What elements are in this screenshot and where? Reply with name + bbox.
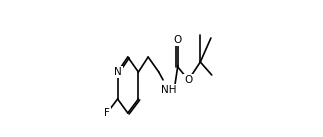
Text: O: O bbox=[184, 75, 193, 85]
Text: N: N bbox=[114, 67, 121, 77]
Text: O: O bbox=[174, 35, 182, 45]
Text: F: F bbox=[104, 108, 110, 118]
Text: NH: NH bbox=[161, 85, 176, 95]
